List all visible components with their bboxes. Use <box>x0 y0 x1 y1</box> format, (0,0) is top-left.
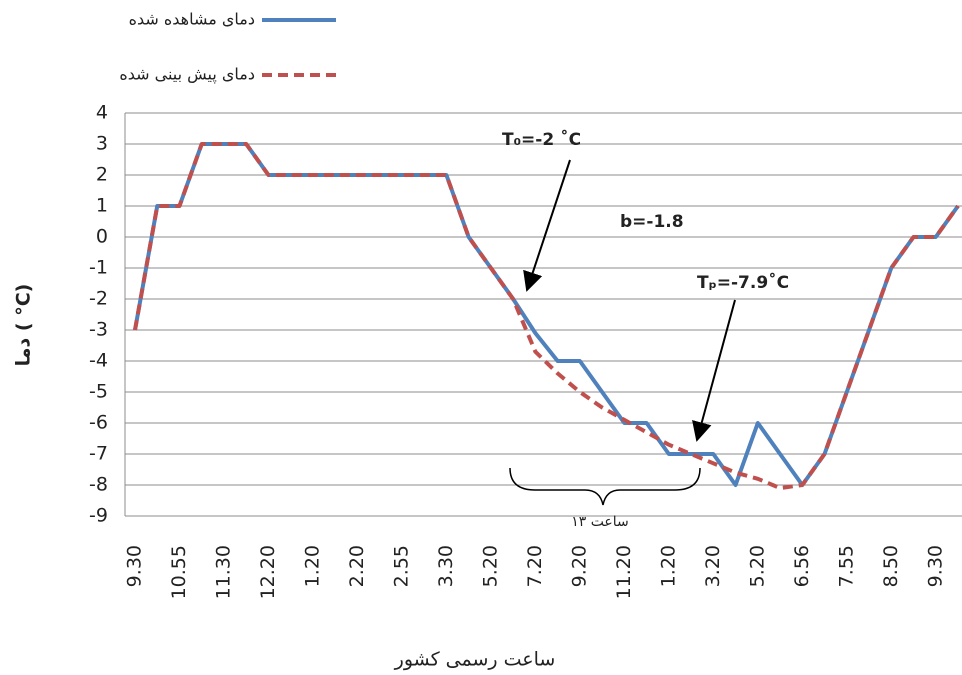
arrow <box>692 299 736 442</box>
x-tick-label: 3.30 <box>435 545 457 587</box>
y-tick-label: -7 <box>89 443 108 465</box>
y-tick-label: -6 <box>89 412 108 434</box>
y-tick-label: -2 <box>89 288 108 310</box>
x-tick-label: 1.20 <box>657 545 679 587</box>
y-tick-label: 2 <box>96 164 108 186</box>
x-tick-label: 11.20 <box>613 545 635 599</box>
y-tick-label: 4 <box>96 102 108 124</box>
x-tick-label: 9.30 <box>124 545 146 587</box>
brace <box>509 467 701 506</box>
y-tick-label: -1 <box>89 257 108 279</box>
x-tick-label: 8.50 <box>880 545 902 587</box>
series-line <box>133 142 960 491</box>
y-tick-label: 3 <box>96 133 108 155</box>
legend-label: دمای مشاهده شده <box>129 10 255 29</box>
x-tick-label: 9.30 <box>924 545 946 587</box>
x-tick-label: 2.20 <box>346 545 368 587</box>
x-tick-label: 12.20 <box>257 545 279 599</box>
y-tick-label: -5 <box>89 381 108 403</box>
x-tick-label: 11.30 <box>212 545 234 599</box>
annotation: b=-1.8 <box>620 212 684 232</box>
x-tick-label: 9.20 <box>568 545 590 587</box>
x-tick-label: 10.55 <box>168 545 190 599</box>
x-tick-label: 1.20 <box>301 545 323 587</box>
annotation: T₀=-2 ˚C <box>502 128 581 150</box>
legend-label: دمای پیش بینی شده <box>119 65 255 85</box>
x-tick-label: 2.55 <box>390 545 412 587</box>
y-tick-label: -9 <box>89 505 108 527</box>
x-tick-label: 3.20 <box>702 545 724 587</box>
annotation: ۱۳ ساعت <box>571 514 629 530</box>
x-tick-label: 5.20 <box>479 545 501 587</box>
x-tick-label: 7.55 <box>835 545 857 587</box>
x-tick-label: 5.20 <box>746 545 768 587</box>
y-tick-label: -8 <box>89 474 108 496</box>
annotation: Tₚ=-7.9˚C <box>697 271 789 293</box>
y-tick-label: 0 <box>96 226 108 248</box>
arrow <box>523 159 571 292</box>
y-tick-label: 1 <box>96 195 108 217</box>
y-axis-title: دما ( °C) <box>13 284 35 367</box>
series-line <box>133 142 960 487</box>
y-tick-label: -4 <box>89 350 108 372</box>
y-tick-label: -3 <box>89 319 108 341</box>
x-axis-title: ساعت رسمی کشور <box>394 649 556 671</box>
x-tick-label: 7.20 <box>524 545 546 587</box>
x-tick-label: 6.56 <box>791 545 813 587</box>
